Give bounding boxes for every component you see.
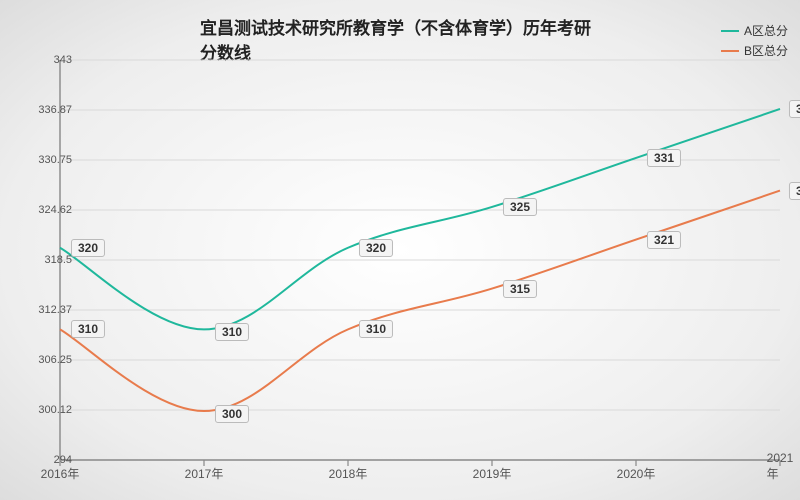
- data-label: 337: [789, 100, 800, 118]
- x-tick-label: 2018年: [329, 465, 368, 482]
- chart-svg: [0, 0, 800, 500]
- x-tick-label: 2017年: [185, 465, 224, 482]
- y-tick-label: 324.62: [38, 204, 72, 216]
- x-tick-label: 2016年: [41, 465, 80, 482]
- chart-container: 宜昌测试技术研究所教育学（不含体育学）历年考研分数线 A区总分B区总分 2943…: [0, 0, 800, 500]
- data-label: 310: [359, 320, 393, 338]
- y-tick-label: 300.12: [38, 404, 72, 416]
- data-label: 315: [503, 280, 537, 298]
- data-label: 310: [215, 323, 249, 341]
- y-tick-label: 330.75: [38, 154, 72, 166]
- x-tick-label: 2021年: [767, 451, 794, 482]
- data-label: 320: [359, 239, 393, 257]
- x-tick-label: 2019年: [473, 465, 512, 482]
- data-label: 320: [71, 239, 105, 257]
- data-label: 321: [647, 231, 681, 249]
- data-label: 300: [215, 405, 249, 423]
- y-tick-label: 343: [54, 54, 72, 66]
- y-tick-label: 318.5: [44, 254, 72, 266]
- data-label: 327: [789, 182, 800, 200]
- data-label: 325: [503, 198, 537, 216]
- x-tick-label: 2020年: [617, 465, 656, 482]
- data-label: 310: [71, 320, 105, 338]
- y-tick-label: 306.25: [38, 354, 72, 366]
- y-tick-label: 336.87: [38, 104, 72, 116]
- data-label: 331: [647, 149, 681, 167]
- y-tick-label: 312.37: [38, 304, 72, 316]
